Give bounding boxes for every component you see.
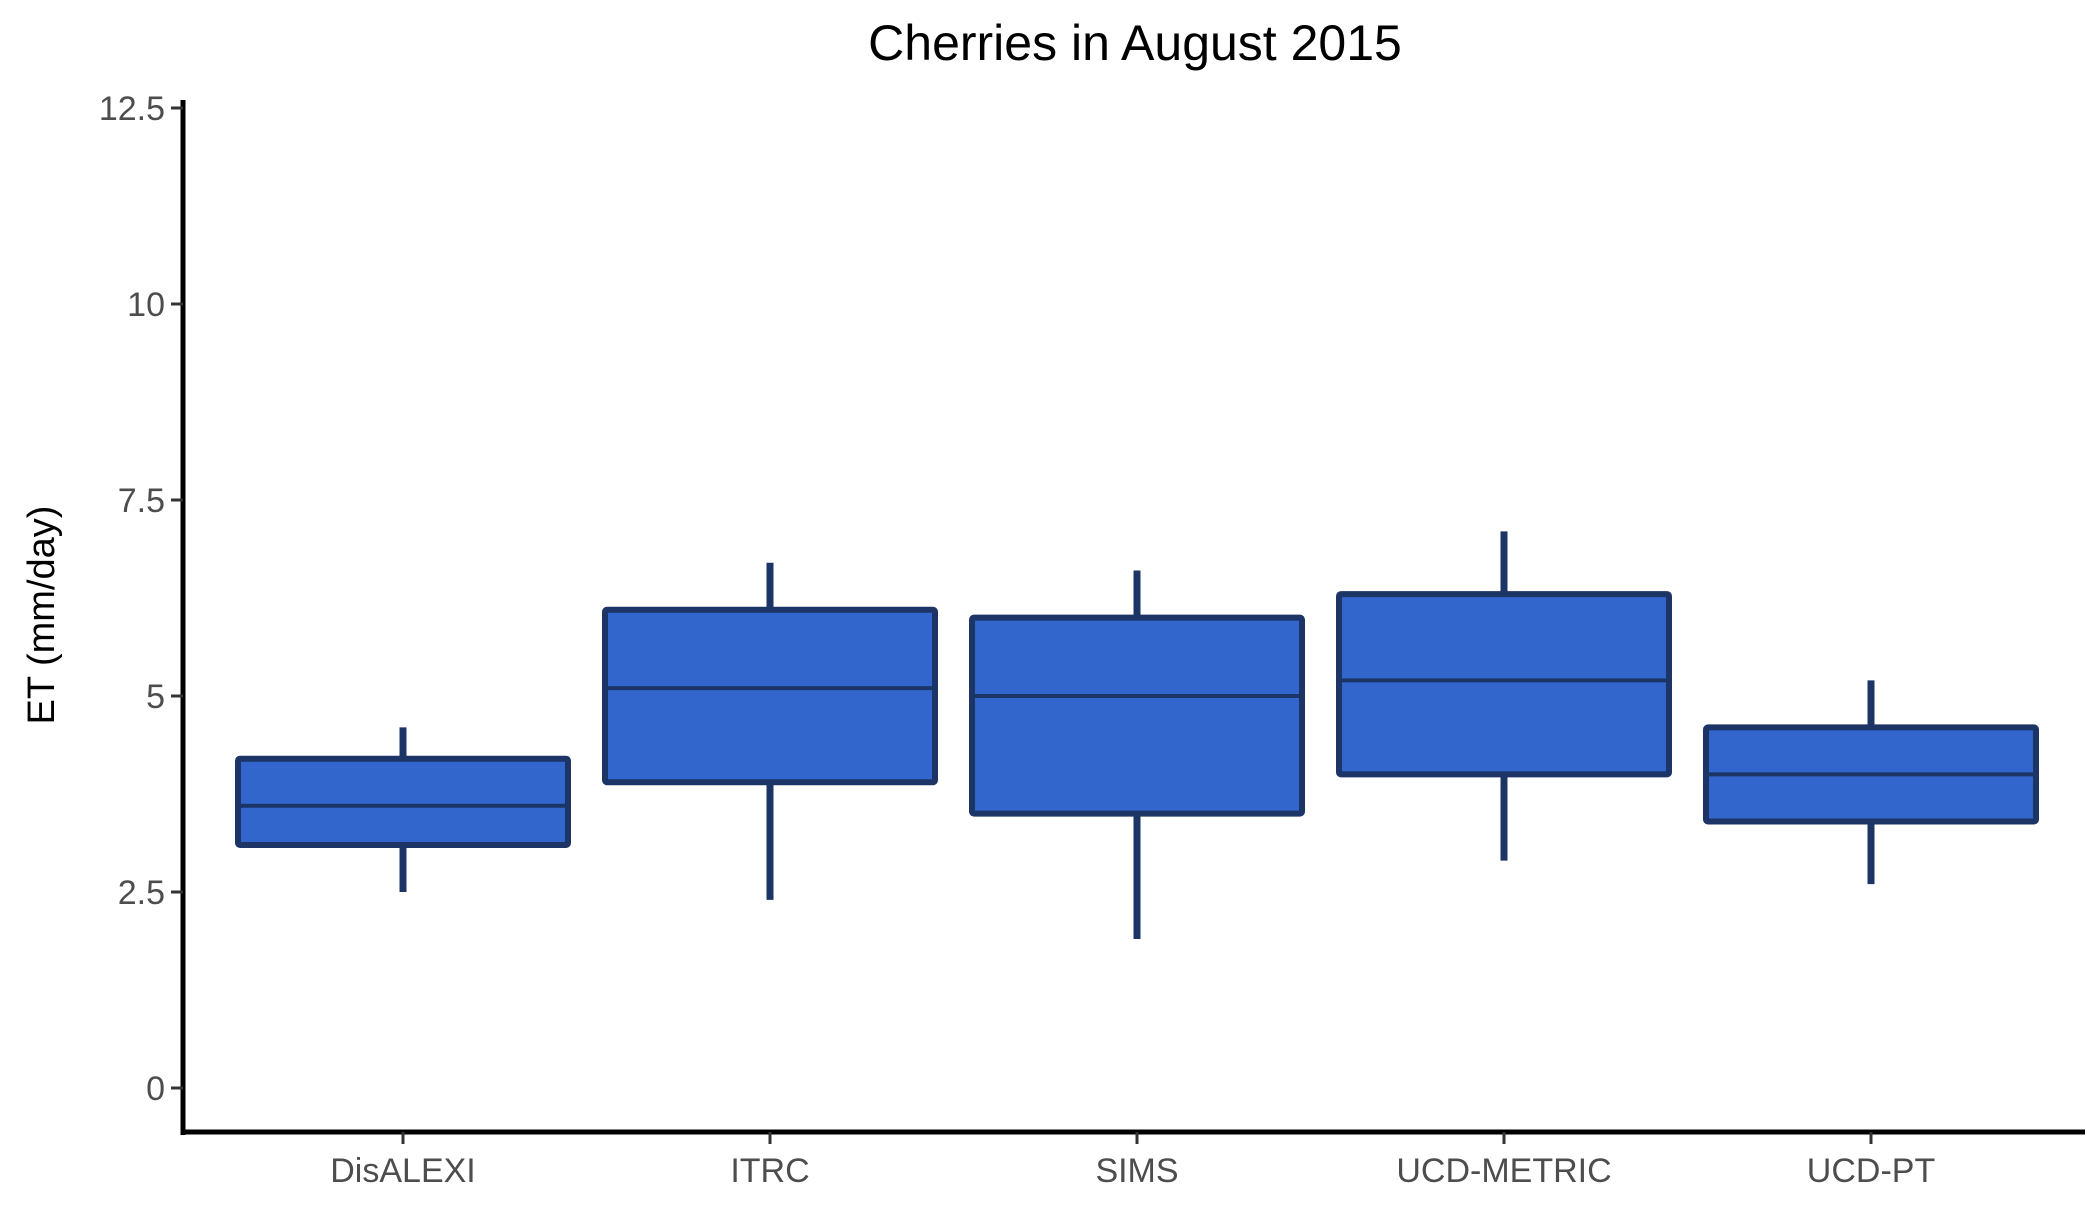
y-tick-label: 12.5: [99, 90, 165, 128]
y-tick-label: 0: [146, 1070, 165, 1108]
x-tick-label: ITRC: [730, 1152, 809, 1190]
box-disalexi: [235, 755, 571, 848]
x-tick-label: SIMS: [1095, 1152, 1178, 1190]
x-tick-label: UCD-PT: [1807, 1152, 1935, 1190]
y-tick-label: 10: [127, 286, 165, 324]
plot-area: 0 2.5 5 7.5 10 12.5 DisALEXI ITRC SIMS UCD-METRIC…: [99, 90, 2085, 1190]
box-itrc: [602, 606, 938, 786]
box-sims: [969, 614, 1305, 817]
y-tick-label: 2.5: [118, 874, 165, 912]
x-tick-label: DisALEXI: [330, 1152, 476, 1190]
box-ucd-metric: [1336, 591, 1672, 778]
chart-title: Cherries in August 2015: [868, 15, 1402, 71]
y-tick-label: 5: [146, 678, 165, 716]
x-tick-label: UCD-METRIC: [1396, 1152, 1611, 1190]
y-tick-label: 7.5: [118, 482, 165, 520]
y-axis-title: ET (mm/day): [21, 506, 63, 725]
